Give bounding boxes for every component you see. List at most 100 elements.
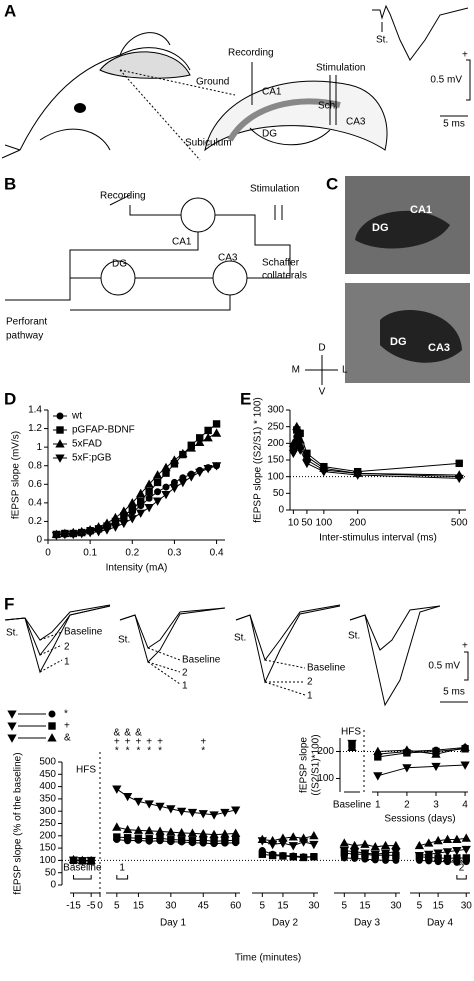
panel-label: A (4, 1, 16, 20)
x-tick-label: 0.1 (83, 548, 97, 559)
marker (462, 854, 470, 862)
marker (77, 857, 88, 866)
marker (268, 851, 277, 860)
x-tick-label: 5 (260, 901, 266, 912)
y-tick-label: 1 (36, 442, 42, 453)
significance: * (158, 746, 162, 757)
marker (122, 792, 133, 802)
x-axis-label: Time (minutes) (235, 953, 301, 964)
label: DG (390, 336, 407, 348)
marker (144, 826, 154, 835)
compass (305, 355, 338, 385)
marker (370, 842, 380, 851)
legend-label: 5xF:pGB (72, 453, 112, 464)
marker (178, 448, 188, 458)
scale-bar (440, 651, 469, 703)
marker (144, 504, 154, 513)
ca3-cell (212, 260, 248, 296)
label: 1 (307, 691, 313, 702)
label: St. (118, 635, 130, 646)
marker (48, 710, 56, 718)
label: 1 (64, 657, 70, 668)
bracket-label: 2 (459, 863, 465, 874)
marker (77, 530, 87, 539)
marker (136, 488, 146, 498)
marker (360, 839, 370, 848)
label: Baseline (182, 655, 221, 666)
panel-a: A Recording Ground Stimulation CA1 Sch. … (1, 1, 471, 161)
marker (370, 850, 380, 860)
marker (68, 530, 78, 540)
x-tick-label: 30 (165, 901, 177, 912)
marker (166, 827, 176, 836)
group-label: Day 2 (272, 918, 299, 929)
marker (133, 797, 144, 807)
marker (128, 505, 136, 514)
x-tick-label: Baseline (333, 800, 372, 811)
marker (110, 512, 121, 522)
group-label: Day 4 (427, 918, 454, 929)
bracket (73, 875, 92, 880)
marker (231, 828, 241, 837)
marker (153, 478, 162, 487)
marker (203, 465, 213, 474)
dg-stain (355, 210, 450, 249)
y-tick-label: 300 (267, 405, 284, 416)
panel-label: D (4, 389, 16, 408)
x-tick-label: 0.2 (125, 548, 139, 559)
marker (380, 840, 391, 850)
y-tick-label: 50 (45, 867, 57, 878)
marker (119, 506, 129, 515)
y-axis-label: fEPSP slope ((S2/S1) * 100) (253, 397, 264, 522)
x-tick-label: 30 (308, 901, 320, 912)
electrodes (251, 62, 337, 125)
marker (162, 483, 170, 491)
y-tick-label: 0.8 (28, 460, 42, 471)
significance: & (113, 728, 120, 739)
x-axis-label: Intensity (mA) (106, 563, 168, 574)
trace (372, 4, 469, 61)
marker (414, 840, 425, 850)
marker (112, 822, 122, 831)
significance: + (157, 737, 163, 748)
x-tick-label: 30 (461, 901, 473, 912)
marker (167, 835, 175, 844)
y-tick-label: 200 (317, 746, 334, 757)
y-tick-label: 200 (39, 830, 56, 841)
marker (161, 491, 171, 500)
significance: + (200, 737, 206, 748)
significance: + (135, 737, 141, 748)
mouse-outline (19, 32, 191, 151)
series-line (292, 442, 460, 479)
y-axis-label: fEPSP slope (% of the baseline) (13, 752, 24, 894)
marker (155, 826, 165, 835)
marker (186, 443, 196, 452)
marker (102, 526, 112, 535)
label: Ground (196, 77, 229, 88)
label: Perforant (6, 317, 47, 328)
significance: & (124, 728, 131, 739)
label: 0.5 mV (428, 661, 460, 672)
marker (112, 785, 122, 794)
x-tick-label: 500 (451, 518, 468, 529)
label: L (342, 365, 348, 376)
y-tick-label: 200 (267, 438, 284, 449)
marker (339, 847, 349, 856)
marker (133, 825, 144, 834)
label: Subiculum (185, 138, 232, 149)
label: Baseline (307, 663, 346, 674)
marker (461, 845, 471, 855)
label: Recording (228, 48, 274, 59)
x-tick-label: 15 (133, 901, 145, 912)
marker (161, 462, 171, 472)
marker (309, 830, 319, 840)
trace (235, 605, 341, 684)
x-tick-label: 60 (230, 901, 242, 912)
x-tick-label: 45 (198, 901, 210, 912)
marker (279, 852, 287, 860)
label: DG (372, 222, 389, 234)
significance: + (125, 737, 131, 748)
y-tick-label: 1.4 (28, 405, 42, 416)
marker (169, 484, 180, 493)
